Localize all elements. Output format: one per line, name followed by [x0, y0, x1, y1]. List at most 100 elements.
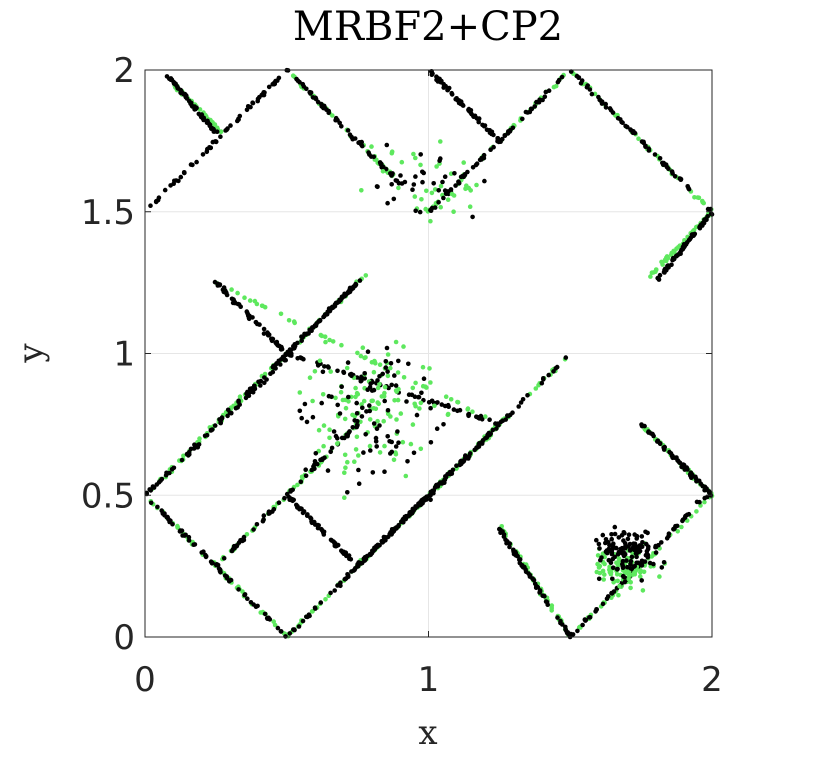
data-point: [655, 275, 660, 281]
data-point: [347, 285, 353, 291]
data-point: [607, 106, 613, 111]
data-point: [260, 518, 266, 524]
data-point: [319, 400, 325, 406]
data-point: [373, 435, 379, 441]
data-point: [632, 130, 638, 136]
data-point: [675, 529, 680, 534]
data-point: [392, 373, 397, 378]
data-point: [186, 538, 192, 543]
data-point: [287, 631, 293, 636]
data-point: [203, 554, 209, 560]
data-point: [662, 444, 667, 450]
data-point: [270, 336, 276, 342]
data-point: [536, 382, 541, 388]
data-point: [369, 144, 374, 149]
data-point: [609, 532, 614, 537]
data-point: [583, 617, 589, 623]
data-point: [360, 405, 365, 411]
data-point: [438, 139, 443, 144]
data-point: [666, 166, 671, 171]
data-point: [603, 537, 609, 542]
data-point: [655, 439, 660, 444]
data-point: [385, 352, 391, 357]
data-point: [308, 515, 313, 520]
data-point: [282, 495, 287, 501]
data-point: [555, 79, 561, 85]
data-point: [537, 590, 542, 595]
data-point: [541, 376, 546, 381]
data-point: [506, 129, 511, 135]
data-point: [542, 94, 548, 99]
data-point: [543, 89, 549, 95]
data-point: [560, 622, 565, 627]
data-point: [292, 320, 298, 326]
data-point: [283, 634, 288, 639]
data-point: [345, 459, 350, 465]
data-point: [327, 427, 332, 433]
y-tick-label: 0.5: [81, 476, 135, 516]
data-point: [342, 452, 348, 458]
data-point: [258, 383, 263, 388]
data-point: [602, 572, 607, 577]
data-point: [702, 499, 707, 505]
data-point: [320, 392, 326, 397]
data-point: [350, 425, 356, 430]
data-point: [600, 532, 606, 538]
data-point: [702, 217, 707, 223]
data-point: [661, 560, 667, 565]
data-point: [370, 470, 376, 475]
data-point: [218, 134, 223, 139]
data-point: [395, 429, 400, 434]
data-point: [413, 174, 418, 179]
data-point: [431, 181, 437, 186]
data-point: [316, 523, 322, 528]
data-point: [375, 418, 380, 424]
data-point: [312, 519, 317, 525]
data-point: [273, 78, 278, 84]
data-point: [553, 83, 559, 89]
data-point: [377, 381, 382, 387]
data-point: [262, 611, 268, 617]
data-point: [312, 369, 318, 374]
data-point: [649, 270, 655, 276]
data-point: [354, 434, 360, 440]
data-point: [310, 414, 316, 420]
data-point: [301, 84, 307, 89]
data-point: [326, 108, 332, 114]
data-point: [635, 560, 641, 566]
data-point: [368, 448, 373, 453]
data-point: [396, 386, 401, 392]
data-point: [669, 262, 674, 268]
data-point: [516, 404, 521, 409]
data-point: [683, 513, 688, 519]
data-point: [354, 411, 360, 416]
data-point: [153, 199, 159, 205]
data-point: [635, 549, 640, 554]
data-point: [442, 403, 448, 409]
data-point: [686, 186, 692, 192]
data-point: [410, 385, 416, 391]
data-point: [465, 406, 471, 411]
data-point: [349, 371, 354, 377]
data-point: [449, 471, 454, 476]
data-point: [393, 383, 399, 388]
data-point: [237, 113, 243, 119]
data-point: [235, 301, 241, 307]
data-point: [212, 122, 218, 127]
data-point: [258, 378, 264, 384]
data-point: [428, 380, 433, 385]
data-point: [413, 504, 418, 509]
data-point: [363, 273, 369, 278]
data-point: [489, 129, 495, 135]
data-point: [621, 538, 626, 543]
data-point: [385, 408, 391, 413]
data-point: [353, 282, 359, 287]
data-point: [339, 548, 344, 553]
data-point: [420, 179, 425, 185]
data-point: [692, 195, 697, 200]
data-point: [661, 269, 667, 275]
data-point: [248, 387, 253, 392]
data-point: [331, 539, 337, 544]
data-point: [224, 574, 229, 579]
data-point: [253, 320, 259, 325]
